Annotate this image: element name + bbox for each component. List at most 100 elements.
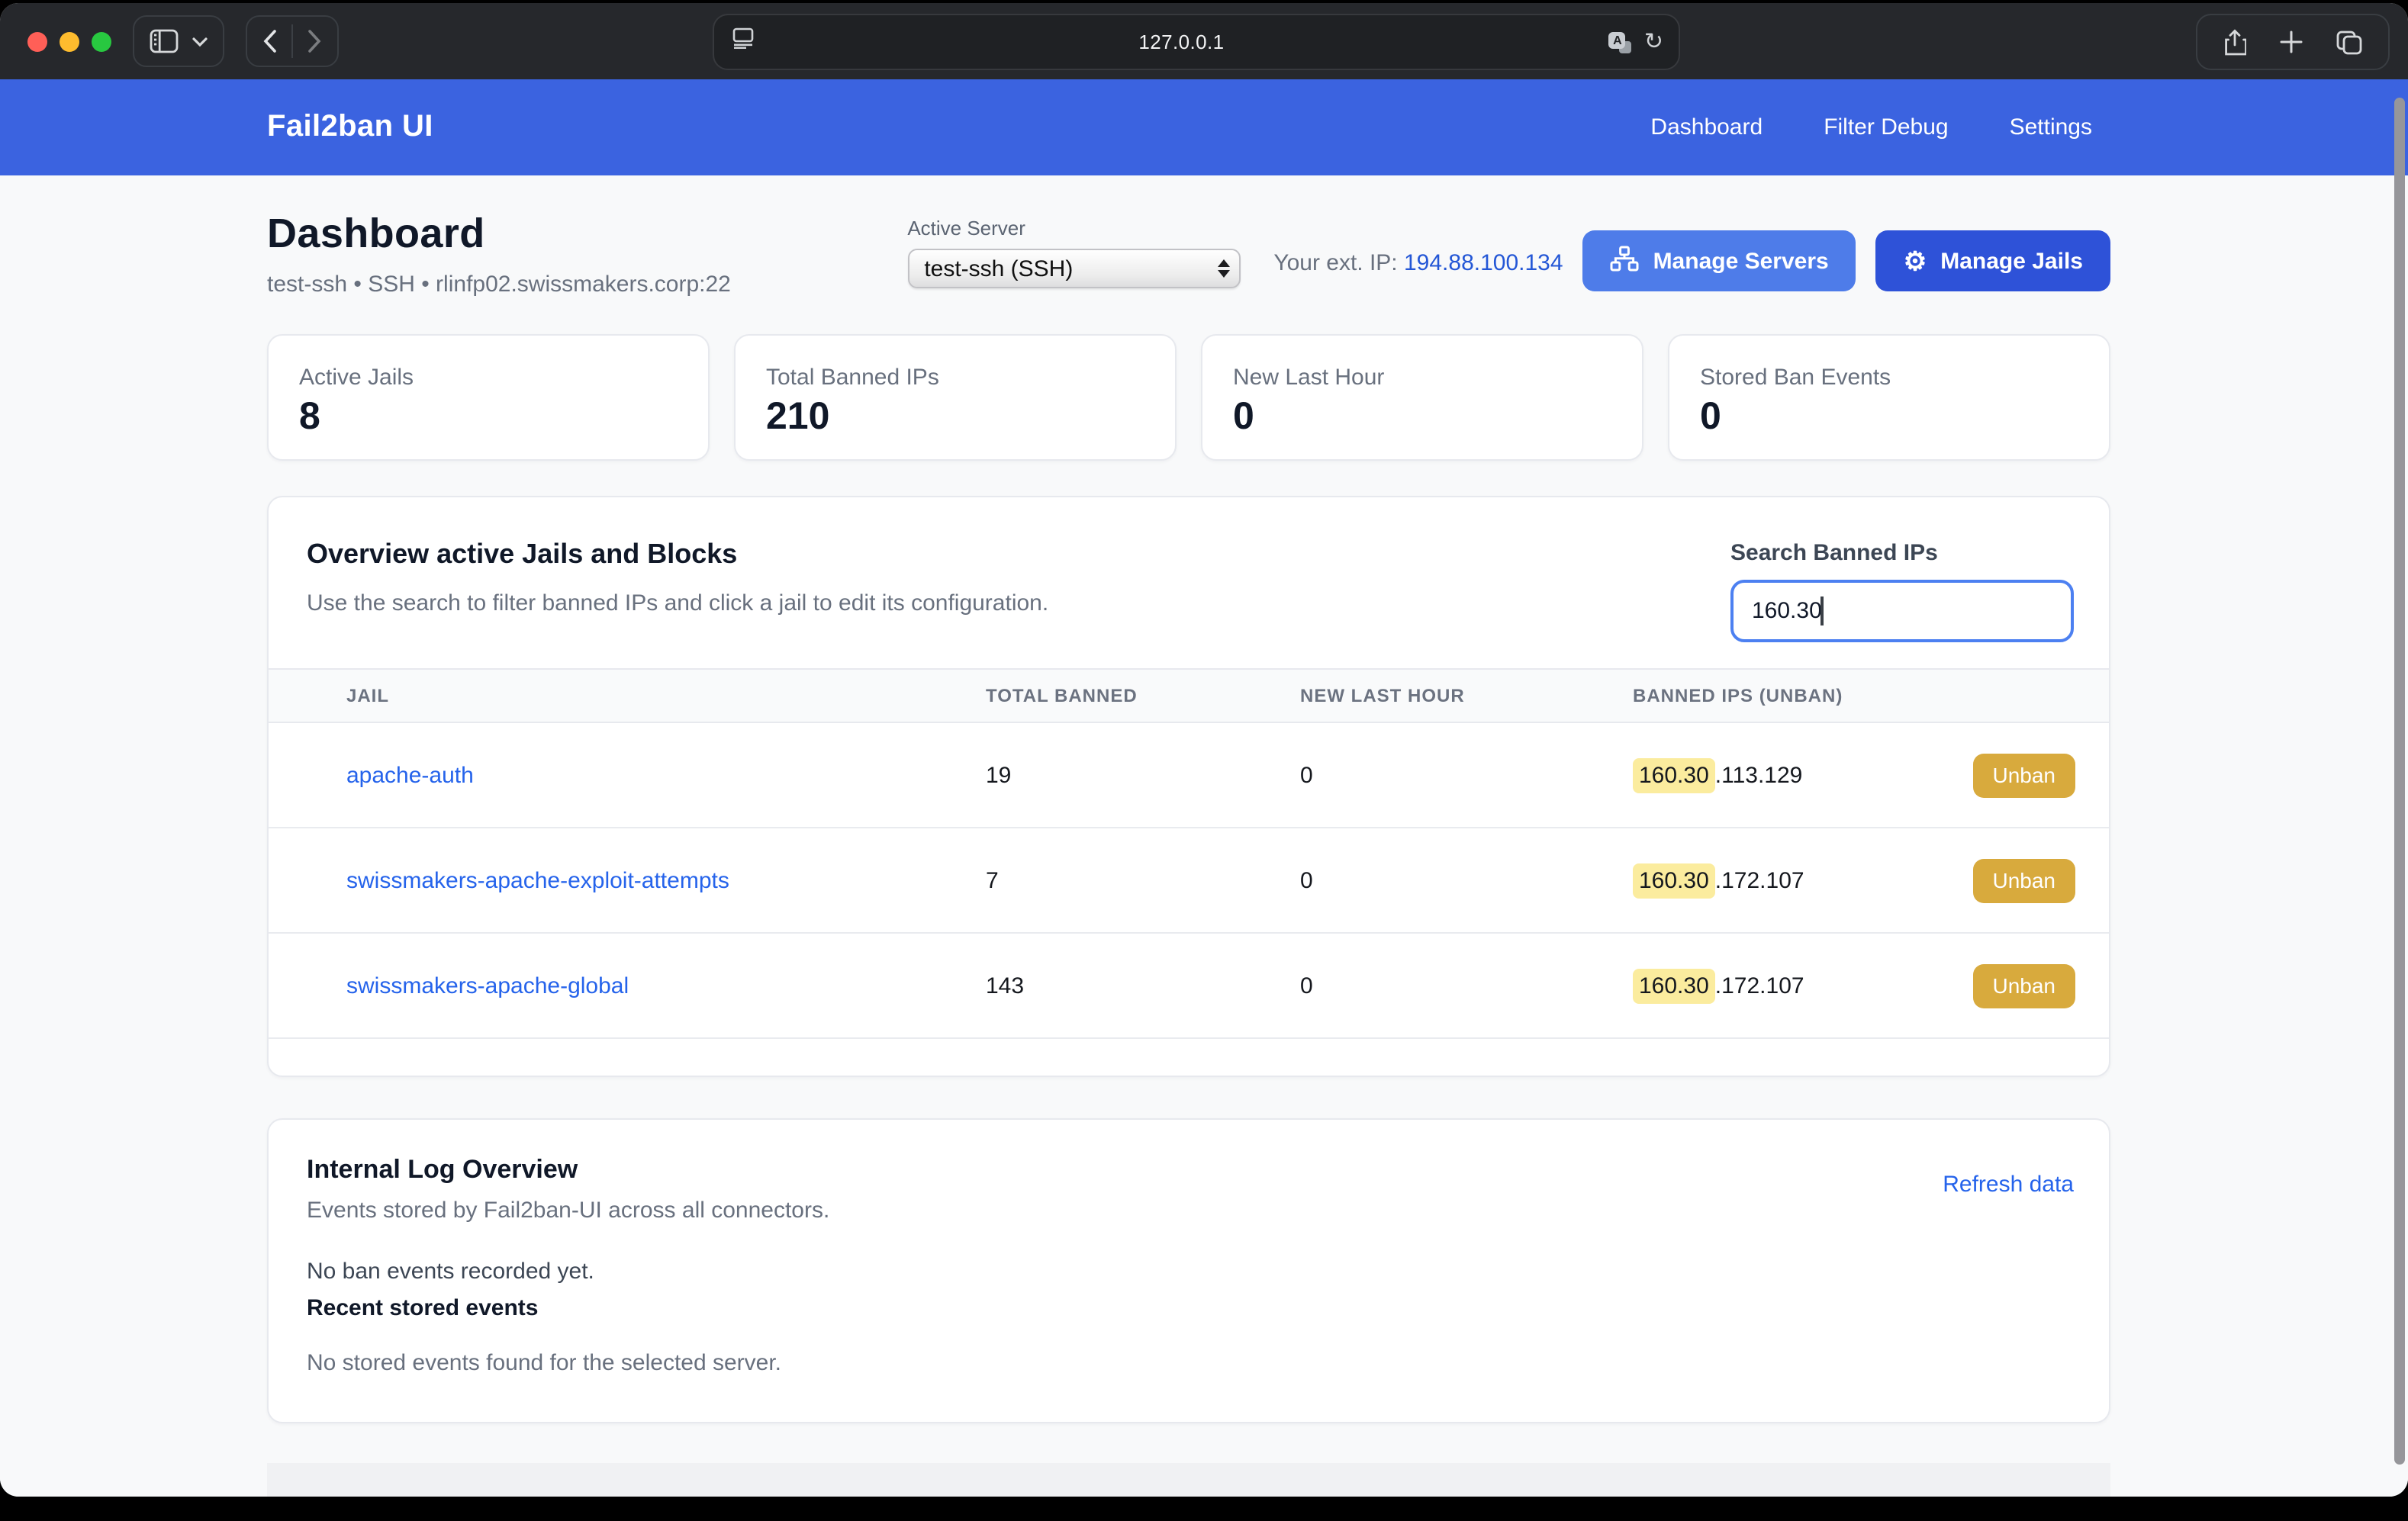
external-ip-label: Your ext. IP: xyxy=(1273,250,1398,276)
no-stored-events-message: No stored events found for the selected … xyxy=(307,1350,782,1376)
gear-icon: ⚙ xyxy=(1903,246,1927,275)
total-banned-value: 7 xyxy=(986,867,999,893)
text-caret xyxy=(1820,597,1823,625)
unban-button[interactable]: Unban xyxy=(1972,858,2075,902)
manage-jails-button[interactable]: ⚙ Manage Jails xyxy=(1875,230,2110,291)
banned-ip: 160.30.113.129 xyxy=(1633,757,1803,793)
stat-label: Stored Ban Events xyxy=(1700,365,1891,391)
stat-card-stored-ban-events: Stored Ban Events 0 xyxy=(1668,334,2110,461)
stat-value: 0 xyxy=(1700,395,1721,438)
total-banned-value: 19 xyxy=(986,762,1012,788)
stat-value: 210 xyxy=(766,395,830,438)
manage-jails-label: Manage Jails xyxy=(1940,248,2083,274)
reload-icon[interactable]: ↻ xyxy=(1643,29,1663,55)
page-footer-strip xyxy=(267,1463,2110,1497)
active-server-label: Active Server xyxy=(907,217,1025,240)
close-window-button[interactable] xyxy=(27,31,47,51)
stat-card-total-banned: Total Banned IPs 210 xyxy=(734,334,1177,461)
column-banned-ips: BANNED IPS (UNBAN) xyxy=(1633,685,1843,706)
translate-icon[interactable]: A xyxy=(1608,31,1632,53)
forward-button[interactable] xyxy=(307,29,322,53)
nav-link-dashboard[interactable]: Dashboard xyxy=(1650,114,1763,140)
recent-events-heading: Recent stored events xyxy=(307,1295,539,1321)
page-content: Dashboard test-ssh • SSH • rlinfp02.swis… xyxy=(0,175,2408,1497)
stat-value: 0 xyxy=(1233,395,1254,438)
jails-overview-card: Overview active Jails and Blocks Use the… xyxy=(267,496,2110,1077)
ip-search-highlight: 160.30 xyxy=(1633,863,1715,898)
sidebar-icon xyxy=(150,29,179,53)
overview-subtitle: Use the search to filter banned IPs and … xyxy=(307,590,1049,616)
divider xyxy=(291,24,293,58)
ip-rest: .172.107 xyxy=(1714,867,1804,893)
scrollbar-thumb[interactable] xyxy=(2394,98,2405,1465)
column-total-banned: TOTAL BANNED xyxy=(986,685,1138,706)
stat-card-active-jails: Active Jails 8 xyxy=(267,334,710,461)
internal-log-card: Internal Log Overview Events stored by F… xyxy=(267,1118,2110,1423)
sitemap-icon xyxy=(1611,245,1640,277)
search-banned-ips-label: Search Banned IPs xyxy=(1730,540,1938,566)
ip-search-highlight: 160.30 xyxy=(1633,968,1715,1003)
stat-label: New Last Hour xyxy=(1233,365,1385,391)
back-button[interactable] xyxy=(262,29,278,53)
jail-link[interactable]: swissmakers-apache-exploit-attempts xyxy=(346,867,729,893)
total-banned-value: 143 xyxy=(986,973,1025,998)
page-settings-icon[interactable] xyxy=(732,27,754,56)
log-title: Internal Log Overview xyxy=(307,1155,578,1184)
stat-label: Total Banned IPs xyxy=(766,365,939,391)
browser-chrome: 127.0.0.1 A ↻ xyxy=(0,3,2408,79)
sidebar-toggle-group[interactable] xyxy=(133,15,224,67)
nav-links: Dashboard Filter Debug Settings xyxy=(1650,114,2092,140)
external-ip-value[interactable]: 194.88.100.134 xyxy=(1404,250,1563,276)
active-server-value: test-ssh (SSH) xyxy=(924,256,1074,281)
stat-cards: Active Jails 8 Total Banned IPs 210 New … xyxy=(267,334,2110,461)
page-subtitle: test-ssh • SSH • rlinfp02.swissmakers.co… xyxy=(267,272,731,297)
search-banned-ips-input[interactable] xyxy=(1730,580,2074,642)
column-jail: JAIL xyxy=(346,685,390,706)
manage-servers-button[interactable]: Manage Servers xyxy=(1582,230,1856,291)
traffic-lights xyxy=(27,31,111,51)
active-server-select[interactable]: test-ssh (SSH) xyxy=(907,249,1241,288)
app-brand[interactable]: Fail2ban UI xyxy=(267,110,433,143)
table-row: swissmakers-apache-exploit-attempts 7 0 … xyxy=(269,828,2109,934)
ip-rest: .172.107 xyxy=(1714,973,1804,998)
dashboard-header: Dashboard test-ssh • SSH • rlinfp02.swis… xyxy=(267,175,2110,297)
unban-button[interactable]: Unban xyxy=(1972,963,2075,1008)
toolbar-right-group xyxy=(2196,14,2390,70)
browser-window: 127.0.0.1 A ↻ xyxy=(0,3,2408,1497)
stat-value: 8 xyxy=(299,395,320,438)
new-last-hour-value: 0 xyxy=(1300,973,1313,998)
stat-card-new-last-hour: New Last Hour 0 xyxy=(1201,334,1643,461)
jails-table: JAIL TOTAL BANNED NEW LAST HOUR BANNED I… xyxy=(269,668,2109,1076)
table-row: swissmakers-apache-global 143 0 160.30.1… xyxy=(269,934,2109,1039)
jail-link[interactable]: swissmakers-apache-global xyxy=(346,973,629,998)
url-text[interactable]: 127.0.0.1 xyxy=(1138,31,1225,53)
unban-button[interactable]: Unban xyxy=(1972,753,2075,797)
app-navbar: Fail2ban UI Dashboard Filter Debug Setti… xyxy=(0,79,2408,175)
tab-overview-icon[interactable] xyxy=(2319,30,2379,54)
external-ip: Your ext. IP: 194.88.100.134 xyxy=(1273,250,1563,276)
new-last-hour-value: 0 xyxy=(1300,762,1313,788)
log-subtitle: Events stored by Fail2ban-UI across all … xyxy=(307,1198,830,1224)
share-icon[interactable] xyxy=(2207,28,2263,56)
ip-rest: .113.129 xyxy=(1714,762,1803,788)
chevron-down-icon xyxy=(192,36,208,47)
overview-title: Overview active Jails and Blocks xyxy=(307,539,738,569)
banned-ip: 160.30.172.107 xyxy=(1633,863,1804,898)
nav-link-filter-debug[interactable]: Filter Debug xyxy=(1824,114,1949,140)
nav-link-settings[interactable]: Settings xyxy=(2009,114,2092,140)
manage-servers-label: Manage Servers xyxy=(1653,248,1829,274)
log-empty-message: No ban events recorded yet. xyxy=(307,1259,594,1285)
page-title: Dashboard xyxy=(267,211,485,256)
select-stepper-icon xyxy=(1217,259,1230,278)
zoom-window-button[interactable] xyxy=(92,31,111,51)
new-tab-icon[interactable] xyxy=(2263,31,2319,53)
history-nav-group xyxy=(246,15,339,67)
minimize-window-button[interactable] xyxy=(60,31,79,51)
jails-table-header: JAIL TOTAL BANNED NEW LAST HOUR BANNED I… xyxy=(269,668,2109,723)
banned-ip: 160.30.172.107 xyxy=(1633,968,1804,1003)
address-bar[interactable]: 127.0.0.1 A ↻ xyxy=(713,14,1680,70)
column-new-last-hour: NEW LAST HOUR xyxy=(1300,685,1465,706)
ip-search-highlight: 160.30 xyxy=(1633,757,1715,793)
refresh-data-link[interactable]: Refresh data xyxy=(1943,1172,2074,1198)
jail-link[interactable]: apache-auth xyxy=(346,762,474,788)
